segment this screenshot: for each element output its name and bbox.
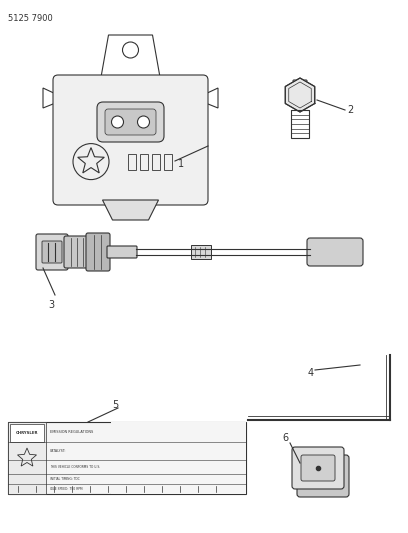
Circle shape xyxy=(111,116,124,128)
Text: 4: 4 xyxy=(308,368,314,378)
Circle shape xyxy=(137,116,149,128)
Text: CHRYSLER: CHRYSLER xyxy=(16,431,38,435)
Bar xyxy=(111,422,246,494)
Text: INITIAL TIMING: TDC: INITIAL TIMING: TDC xyxy=(50,477,80,481)
Text: 5: 5 xyxy=(112,400,118,410)
FancyBboxPatch shape xyxy=(107,246,137,258)
Polygon shape xyxy=(285,78,315,112)
Text: THIS VEHICLE CONFORMS TO U.S.: THIS VEHICLE CONFORMS TO U.S. xyxy=(50,465,100,469)
FancyBboxPatch shape xyxy=(301,455,335,481)
Text: 6: 6 xyxy=(282,433,288,443)
Text: 5125 7900: 5125 7900 xyxy=(8,14,53,23)
Text: 3: 3 xyxy=(48,300,54,310)
Bar xyxy=(10,424,44,442)
Text: 2: 2 xyxy=(347,105,353,115)
Circle shape xyxy=(122,42,138,58)
Polygon shape xyxy=(43,88,58,108)
Text: EMISSION REGULATIONS: EMISSION REGULATIONS xyxy=(50,430,93,434)
FancyBboxPatch shape xyxy=(86,233,110,271)
Text: 1: 1 xyxy=(178,159,184,169)
Polygon shape xyxy=(203,88,218,108)
Bar xyxy=(140,155,148,170)
FancyBboxPatch shape xyxy=(307,238,363,266)
FancyBboxPatch shape xyxy=(53,75,208,205)
Bar xyxy=(8,422,246,494)
FancyBboxPatch shape xyxy=(42,241,62,263)
Bar xyxy=(8,422,46,494)
FancyBboxPatch shape xyxy=(105,109,156,135)
FancyBboxPatch shape xyxy=(297,455,349,497)
Bar xyxy=(191,245,211,259)
Polygon shape xyxy=(102,200,158,220)
Text: IDLE SPEED: 750 RPM: IDLE SPEED: 750 RPM xyxy=(50,487,82,491)
FancyBboxPatch shape xyxy=(64,236,90,268)
Bar xyxy=(164,155,172,170)
FancyBboxPatch shape xyxy=(293,80,307,96)
Bar xyxy=(128,155,136,170)
Polygon shape xyxy=(100,35,160,80)
Bar xyxy=(152,155,160,170)
FancyBboxPatch shape xyxy=(97,102,164,142)
FancyBboxPatch shape xyxy=(292,447,344,489)
FancyBboxPatch shape xyxy=(36,234,68,270)
Text: CATALYST:: CATALYST: xyxy=(50,449,67,453)
